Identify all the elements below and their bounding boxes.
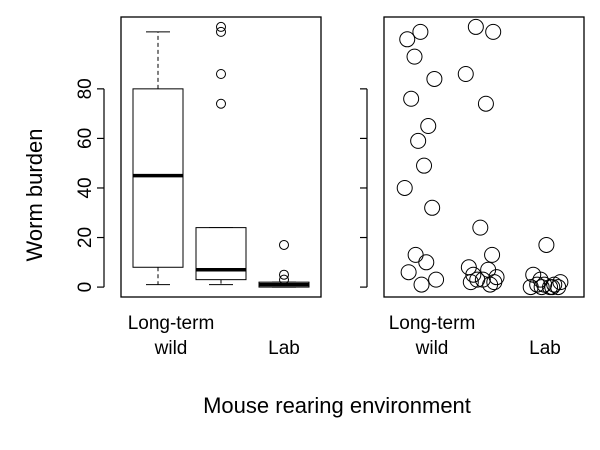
data-point <box>486 274 503 291</box>
data-point <box>399 31 416 48</box>
iqr-box <box>132 88 184 268</box>
data-point <box>477 95 494 112</box>
data-point <box>522 279 539 296</box>
iqr-box <box>195 227 247 281</box>
x-tick-label: Lab <box>529 338 561 359</box>
x-tick-label: Long-term wild <box>389 313 476 359</box>
y-tick-label: 40 <box>75 177 96 198</box>
data-point <box>482 276 499 293</box>
data-point <box>472 219 489 236</box>
data-point <box>410 132 427 149</box>
data-point <box>457 65 474 82</box>
outlier-point <box>279 274 289 285</box>
data-point <box>412 23 429 40</box>
outlier-point <box>216 21 226 32</box>
x-tick-label: Lab <box>268 338 300 359</box>
box-group <box>195 21 247 286</box>
x-tick-label: Long-term wild <box>128 313 215 359</box>
data-point <box>420 118 437 135</box>
data-point <box>465 266 482 283</box>
data-point <box>400 264 417 281</box>
data-point <box>538 236 555 253</box>
data-point <box>406 48 423 65</box>
plot-frame <box>120 16 322 298</box>
data-point <box>424 199 441 216</box>
data-point <box>533 279 550 296</box>
outlier-point <box>216 68 226 79</box>
data-point <box>485 23 502 40</box>
outlier-point <box>216 26 226 37</box>
box-group <box>258 239 310 288</box>
data-point <box>407 246 424 263</box>
data-point <box>416 157 433 174</box>
data-point <box>418 254 435 271</box>
boxplot-panel: 0 20 40 60 80 Long-term wild Lab <box>75 16 322 359</box>
outlier-point <box>279 239 289 250</box>
data-point <box>426 70 443 87</box>
y-axis-title: Worm burden <box>22 129 47 262</box>
y-tick-label: 0 <box>75 282 96 293</box>
data-point <box>467 18 484 35</box>
plot-frame <box>383 16 585 298</box>
y-tick-label: 20 <box>75 227 96 248</box>
data-point <box>546 276 563 293</box>
data-point <box>428 271 445 288</box>
box-group <box>132 31 184 286</box>
jitter-scatter-panel: Long-term wild Lab <box>360 16 585 359</box>
y-tick-label: 60 <box>75 128 96 149</box>
x-axis-title: Mouse rearing environment <box>203 393 471 418</box>
data-point <box>529 276 546 293</box>
data-point <box>396 179 413 196</box>
data-point <box>544 279 561 296</box>
data-point <box>462 274 479 291</box>
outlier-point <box>279 269 289 280</box>
data-point <box>484 246 501 263</box>
data-point <box>403 90 420 107</box>
y-tick-label: 80 <box>75 78 96 99</box>
data-point <box>413 276 430 293</box>
data-point <box>550 279 567 296</box>
outlier-point <box>216 98 226 109</box>
